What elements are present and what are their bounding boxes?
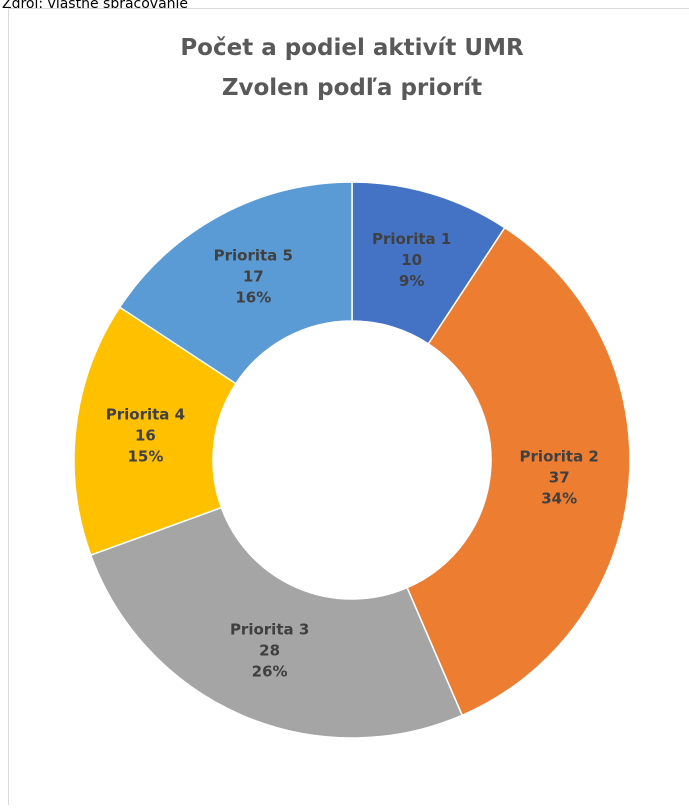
slice-label-value: 28	[259, 641, 280, 659]
slice-label-name: Priorita 5	[214, 246, 293, 264]
slice-label-value: 37	[549, 469, 570, 487]
slice-label-name: Priorita 2	[520, 448, 599, 466]
slice-label-value: 10	[401, 251, 422, 269]
slice-label-name: Priorita 3	[230, 620, 309, 638]
slice-label-percent: 26%	[252, 662, 288, 680]
slice-label-value: 17	[243, 267, 264, 285]
slice-label-name: Priorita 4	[106, 405, 185, 423]
slice-label-percent: 15%	[127, 447, 163, 465]
slice-label-percent: 34%	[541, 490, 577, 508]
slice-label-percent: 16%	[235, 288, 271, 306]
slice-label-name: Priorita 1	[372, 230, 451, 248]
slice-label-percent: 9%	[399, 272, 424, 290]
slice-label-value: 16	[135, 426, 156, 444]
